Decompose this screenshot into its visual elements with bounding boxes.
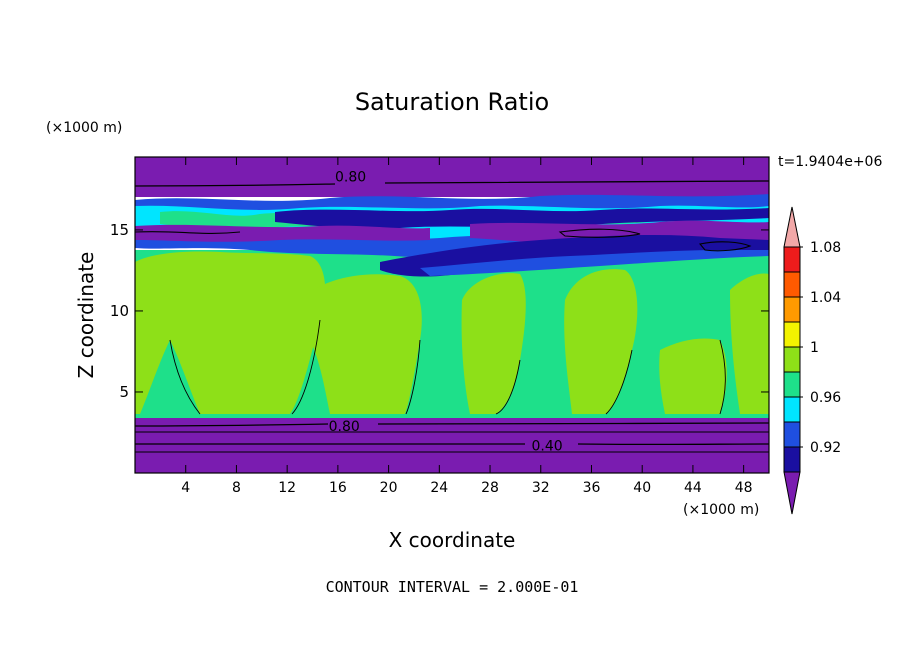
y-tick-label: 15	[110, 221, 129, 239]
time-label: t=1.9404e+06	[778, 154, 883, 170]
y-tick-label: 5	[119, 383, 129, 401]
colorbar-label: 1.08	[810, 240, 841, 256]
dark-purple-band	[135, 224, 430, 242]
y-axis-unit: (×1000 m)	[46, 120, 123, 136]
x-tick-label: 36	[583, 480, 601, 496]
lime-plume-3	[461, 273, 526, 414]
contour-label: 0.80	[335, 169, 366, 185]
lime-plume-2	[300, 274, 422, 414]
top-dry-layer	[135, 157, 769, 197]
colorbar-swatch	[783, 396, 801, 423]
x-tick-label: 28	[481, 480, 499, 496]
colorbar-swatch	[783, 421, 801, 448]
x-axis-unit: (×1000 m)	[683, 502, 760, 518]
colorbar-label: 1	[810, 340, 819, 356]
x-tick-label: 24	[430, 480, 448, 496]
contour-line-plumes	[169, 319, 726, 415]
colorbar: 0.92 0.96 1 1.04 1.08	[783, 206, 841, 515]
x-tick-label: 4	[181, 480, 190, 496]
x-tick-label: 8	[232, 480, 241, 496]
contour-label: 0.80	[329, 419, 360, 435]
plot-frame	[134, 156, 770, 474]
low-dry-layer	[135, 418, 769, 473]
contour-interval-note: CONTOUR INTERVAL = 2.000E-01	[325, 578, 579, 596]
contour-label: 0.40	[532, 438, 563, 454]
y-tick-label: 10	[110, 302, 129, 320]
x-axis-label: X coordinate	[388, 528, 516, 552]
x-tick-label: 48	[735, 480, 753, 496]
dark-blue-streak-left	[275, 208, 769, 229]
contour-line-upper-band	[135, 228, 752, 252]
contour-line-080-top	[135, 180, 769, 187]
x-tick-label: 40	[633, 480, 651, 496]
x-tick-label: 44	[684, 480, 702, 496]
colorbar-swatch	[783, 446, 801, 473]
contour-field	[135, 157, 769, 473]
colorbar-bottom-arrow	[783, 471, 801, 515]
colorbar-swatch	[783, 271, 801, 298]
lime-plume-5	[659, 338, 727, 414]
x-tick-label: 16	[329, 480, 347, 496]
colorbar-swatch	[783, 296, 801, 323]
lime-plume-6	[730, 273, 769, 414]
colorbar-swatch	[783, 346, 801, 373]
chart-title: Saturation Ratio	[354, 88, 550, 116]
contour-line-080-low	[135, 422, 769, 427]
colorbar-top-arrow	[783, 206, 801, 248]
colorbar-swatch	[783, 321, 801, 348]
colorbar-label: 0.96	[810, 390, 841, 406]
colorbar-label: 1.04	[810, 290, 841, 306]
lime-plume-4	[564, 269, 638, 414]
lime-plume-1	[135, 251, 326, 414]
x-tick-label: 32	[532, 480, 550, 496]
colorbar-swatch	[783, 371, 801, 398]
colorbar-swatch	[783, 246, 801, 273]
x-tick-label: 20	[380, 480, 398, 496]
blue-tongue-edge	[420, 250, 769, 276]
y-ticks: 5 10 15	[110, 221, 769, 401]
x-tick-label: 12	[278, 480, 296, 496]
x-ticks: 4 8 12 16 20 24 28 32 36 40 44 48	[181, 157, 753, 496]
contour-labels: 0.80 0.80 0.40	[329, 169, 563, 454]
colorbar-label: 0.92	[810, 440, 841, 456]
